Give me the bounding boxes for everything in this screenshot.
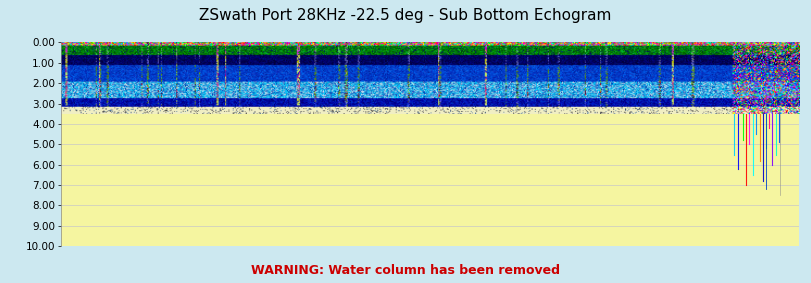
Text: WARNING: Water column has been removed: WARNING: Water column has been removed <box>251 264 560 277</box>
Text: ZSwath Port 28KHz -22.5 deg - Sub Bottom Echogram: ZSwath Port 28KHz -22.5 deg - Sub Bottom… <box>200 8 611 23</box>
